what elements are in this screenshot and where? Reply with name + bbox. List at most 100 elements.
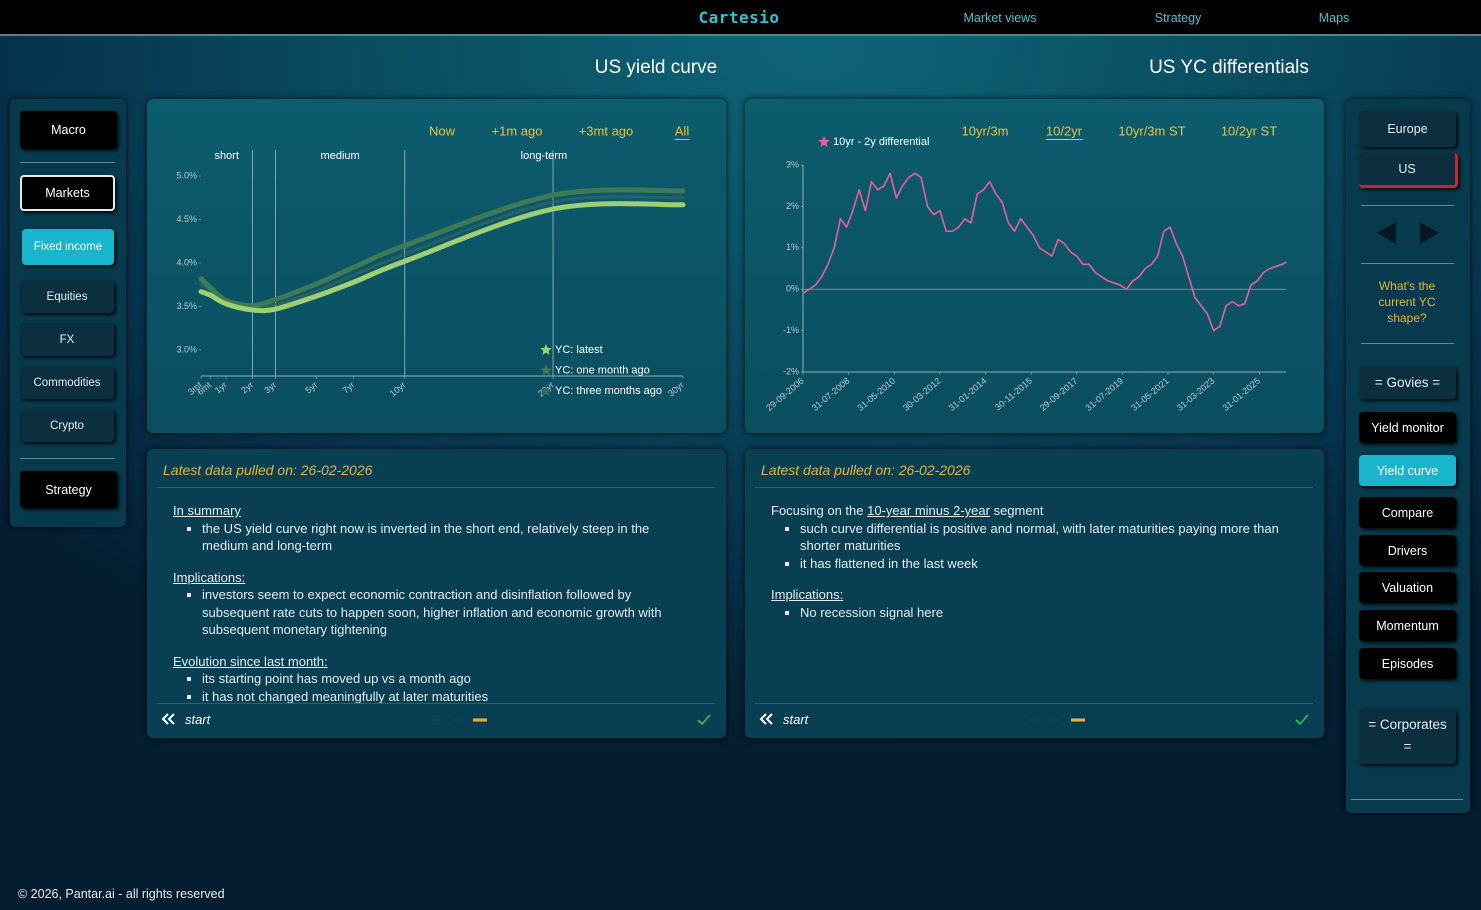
separator — [755, 703, 1313, 704]
commentary-body: Focusing on the 10-year minus 2-year seg… — [771, 502, 1301, 703]
legend-marker — [818, 136, 830, 147]
pager-arrows[interactable] — [1374, 220, 1442, 246]
section-title: Implications: — [771, 587, 844, 602]
x-tick-label: 31-07-2008 — [810, 376, 852, 413]
legend-label: YC: three months ago — [555, 385, 662, 397]
tab[interactable]: 10yr/3m — [962, 123, 1009, 138]
series-line — [198, 187, 686, 309]
legend-marker — [540, 385, 552, 396]
nav-button[interactable]: Commodities — [20, 366, 114, 399]
separator — [20, 162, 115, 163]
bullet-list: the US yield curve right now is inverted… — [173, 520, 693, 555]
y-tick-label: 2% — [786, 201, 799, 211]
bullet-list: its starting point has moved up vs a mon… — [173, 670, 693, 703]
y-tick-label: 4.5% — [176, 214, 197, 224]
left-nav — [10, 99, 126, 527]
section-header[interactable]: = Corporates = — [1359, 708, 1456, 764]
brand[interactable]: Cartesio — [698, 8, 780, 27]
question-link[interactable]: What's the current YC shape? — [1378, 279, 1436, 325]
x-tick-label: 29-09-2006 — [764, 376, 806, 413]
section-title: In summary — [173, 503, 241, 518]
back-icon[interactable] — [161, 712, 177, 726]
legend-label: YC: latest — [555, 344, 603, 356]
nav-link[interactable]: Maps — [1318, 11, 1350, 25]
section-header[interactable]: = Govies = — [1359, 366, 1456, 399]
tab[interactable]: Now — [429, 123, 456, 138]
chart-panel: 10yr/3m 10/2yr 10yr/3m ST 10/2yr ST -2% -1% 0%… — [745, 99, 1324, 433]
separator — [20, 458, 115, 459]
menu-button[interactable]: Yield monitor — [1359, 412, 1456, 443]
region-button[interactable]: US — [1359, 153, 1458, 188]
bullet-list: investors seem to expect economic contra… — [173, 586, 693, 639]
separator — [157, 487, 715, 488]
region-label: long-term — [521, 150, 567, 162]
bullet: it has flattened in the last week — [800, 555, 1301, 573]
separator — [1361, 205, 1454, 206]
x-tick-label: 31-07-2019 — [1083, 376, 1125, 413]
nav-button[interactable]: Fixed income — [22, 229, 114, 265]
next-arrow[interactable] — [1420, 222, 1439, 244]
commentary-panel: Latest data pulled on: 26-02-2026 Focusi… — [745, 449, 1324, 738]
tab[interactable]: 10/2yr — [1046, 123, 1083, 138]
start-link[interactable]: start — [185, 712, 211, 727]
tab[interactable]: All — [675, 123, 690, 138]
tab[interactable]: 10yr/3m ST — [1118, 123, 1185, 138]
bullet: it has not changed meaningfully at later… — [202, 688, 693, 704]
menu-button[interactable]: Episodes — [1359, 648, 1456, 679]
section-title: Implications: — [173, 569, 246, 585]
prev-arrow[interactable] — [1377, 222, 1396, 244]
back-icon[interactable] — [759, 712, 775, 726]
bullet-list: such curve differential is positive and … — [771, 520, 1301, 573]
nav-button[interactable]: Equities — [20, 280, 114, 313]
chart: Now +1m ago +3mt ago All 3.0% 3.5% 4.0% 4.5% 5.0… — [176, 123, 690, 399]
region-button[interactable]: Europe — [1359, 111, 1456, 147]
x-tick-label: 30-03-2012 — [901, 376, 943, 413]
x-tick-label: 3yr — [262, 380, 278, 396]
tab[interactable]: +3mt ago — [579, 123, 634, 138]
footer: © 2026, Pantar.ai - all rights reserved — [18, 887, 225, 901]
x-tick-label: 30yr — [666, 380, 686, 399]
x-tick-label: 31-05-2021 — [1129, 376, 1171, 413]
separator — [1361, 343, 1454, 344]
text: Focusing on the — [771, 503, 868, 518]
menu-button[interactable]: Valuation — [1359, 572, 1456, 603]
menu-button[interactable]: Compare — [1359, 497, 1456, 528]
x-tick-label: 1yr — [213, 380, 229, 396]
nav-button[interactable]: FX — [20, 323, 114, 356]
series-line — [802, 172, 1287, 332]
nav-button[interactable]: Markets — [20, 175, 115, 211]
separator — [157, 703, 715, 704]
commentary-panel: Latest data pulled on: 26-02-2026 In sum… — [147, 449, 726, 738]
y-tick-label: 3.5% — [176, 301, 197, 311]
chart: 10yr/3m 10/2yr 10yr/3m ST 10/2yr ST -2% -1% 0%… — [764, 123, 1287, 413]
panel-title: US YC differentials — [1149, 57, 1309, 78]
chart-panel: Now +1m ago +3mt ago All 3.0% 3.5% 4.0% 4.5% 5.0… — [147, 99, 726, 433]
separator — [755, 487, 1313, 488]
bullet: investors seem to expect economic contra… — [202, 586, 693, 639]
bullet: No recession signal here — [800, 604, 1301, 622]
x-tick-label: 30-11-2015 — [993, 376, 1034, 413]
menu-button[interactable]: Yield curve — [1359, 455, 1456, 486]
nav-link[interactable]: Market views — [963, 11, 1037, 25]
bullet: the US yield curve right now is inverted… — [202, 520, 693, 555]
separator — [1361, 263, 1454, 264]
x-tick-label: 31-03-2023 — [1175, 376, 1217, 413]
nav-link[interactable]: Strategy — [1154, 11, 1202, 25]
legend-label: YC: one month ago — [555, 364, 650, 376]
y-tick-label: 4.0% — [176, 257, 197, 267]
legend-label: 10yr - 2y differential — [833, 136, 929, 148]
menu-button[interactable]: Drivers — [1359, 535, 1456, 566]
bullet: its starting point has moved up vs a mon… — [202, 670, 693, 688]
tab[interactable]: 10/2yr ST — [1221, 123, 1277, 138]
x-tick-label: 31-05-2010 — [855, 376, 897, 413]
region-label: short — [214, 150, 238, 162]
y-tick-label: 3% — [786, 159, 799, 169]
nav-button[interactable]: Macro — [20, 111, 117, 149]
nav-button[interactable]: Crypto — [20, 409, 114, 442]
menu-button[interactable]: Momentum — [1359, 610, 1456, 641]
tab[interactable]: +1m ago — [492, 123, 543, 138]
nav-button[interactable]: Strategy — [20, 471, 117, 508]
start-link[interactable]: start — [783, 712, 809, 727]
y-tick-label: -1% — [783, 325, 799, 335]
